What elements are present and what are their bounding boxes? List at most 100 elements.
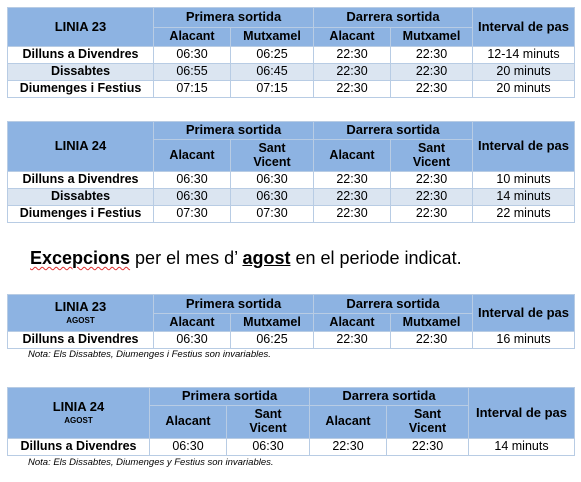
table-row: Diumenges i Festius 07:15 07:15 22:30 22… [7, 80, 575, 98]
stop-header-alacant: Alacant [313, 313, 391, 332]
schedule-table-linia-24-agost: LINIA 24 AGOST Primera sortida Darrera s… [7, 387, 575, 456]
time-cell: 06:30 [153, 171, 231, 189]
time-cell: 06:45 [230, 63, 314, 81]
stop-header-mutxamel: Mutxamel [230, 313, 314, 332]
table-row: Dissabtes 06:55 06:45 22:30 22:30 20 min… [7, 63, 575, 81]
exceptions-word: Excepcions [30, 248, 131, 268]
interval-cell: 14 minuts [472, 188, 575, 206]
stop-header-sant-vicent: Sant Vicent [230, 139, 314, 172]
time-cell: 07:30 [230, 205, 314, 223]
time-cell: 22:30 [390, 188, 473, 206]
day-type-cell: Dilluns a Divendres [7, 438, 150, 456]
interval-cell: 12-14 minuts [472, 46, 575, 64]
time-cell: 06:25 [230, 46, 314, 64]
time-cell: 22:30 [390, 80, 473, 98]
time-cell: 06:30 [153, 331, 231, 349]
stop-header-sant-vicent: Sant Vicent [386, 405, 469, 439]
interval-cell: 20 minuts [472, 80, 575, 98]
time-cell: 06:30 [230, 171, 314, 189]
time-cell: 22:30 [313, 205, 391, 223]
exceptions-text-end: en el periode indicat. [290, 248, 462, 268]
line-name: LINIA 23 [54, 299, 107, 315]
time-cell: 06:55 [153, 63, 231, 81]
first-departure-header: Primera sortida [149, 387, 310, 406]
table-row: Dilluns a Divendres 06:30 06:25 22:30 22… [7, 46, 575, 64]
first-departure-header: Primera sortida [153, 294, 314, 314]
stop-header-sant-vicent: Sant Vicent [226, 405, 310, 439]
first-departure-header: Primera sortida [153, 7, 314, 28]
line-label: LINIA 24 [7, 121, 154, 172]
month-sublabel: AGOST [64, 415, 93, 425]
stop-header-alacant: Alacant [153, 139, 231, 172]
time-cell: 22:30 [390, 171, 473, 189]
time-cell: 22:30 [313, 80, 391, 98]
line-label: LINIA 24 AGOST [7, 387, 150, 439]
stop-header-alacant: Alacant [313, 139, 391, 172]
day-type-cell: Dilluns a Divendres [7, 171, 154, 189]
time-cell: 22:30 [313, 171, 391, 189]
time-cell: 07:15 [153, 80, 231, 98]
table-row: Diumenges i Festius 07:30 07:30 22:30 22… [7, 205, 575, 223]
month-word: agost [242, 248, 291, 268]
last-departure-header: Darrera sortida [309, 387, 469, 406]
time-cell: 06:30 [230, 188, 314, 206]
time-cell: 22:30 [313, 331, 391, 349]
interval-header: Interval de pas [472, 7, 575, 47]
time-cell: 06:25 [230, 331, 314, 349]
note-text: Nota: Els Dissabtes, Diumenges i Festius… [28, 349, 271, 360]
schedule-table-linia-23: LINIA 23 Primera sortida Darrera sortida… [7, 7, 575, 98]
line-name: LINIA 24 [52, 399, 105, 415]
last-departure-header: Darrera sortida [313, 294, 473, 314]
table-row: Dissabtes 06:30 06:30 22:30 22:30 14 min… [7, 188, 575, 206]
schedule-table-linia-24: LINIA 24 Primera sortida Darrera sortida… [7, 121, 575, 223]
day-type-cell: Dilluns a Divendres [7, 331, 154, 349]
schedule-table-linia-23-agost: LINIA 23 AGOST Primera sortida Darrera s… [7, 294, 575, 349]
day-type-cell: Diumenges i Festius [7, 205, 154, 223]
time-cell: 22:30 [313, 46, 391, 64]
time-cell: 22:30 [313, 63, 391, 81]
exceptions-heading: Excepcions per el mes d’ agost en el per… [30, 248, 462, 269]
stop-header-mutxamel: Mutxamel [390, 27, 473, 47]
last-departure-header: Darrera sortida [313, 121, 473, 140]
line-label: LINIA 23 AGOST [7, 294, 154, 332]
line-label: LINIA 23 [7, 7, 154, 47]
day-type-cell: Dissabtes [7, 188, 154, 206]
note-text: Nota: Els Dissabtes, Diumenges y Festius… [28, 457, 274, 468]
interval-cell: 22 minuts [472, 205, 575, 223]
time-cell: 22:30 [390, 205, 473, 223]
last-departure-header: Darrera sortida [313, 7, 473, 28]
interval-header: Interval de pas [472, 294, 575, 332]
table-row: Dilluns a Divendres 06:30 06:30 22:30 22… [7, 438, 575, 456]
time-cell: 22:30 [313, 188, 391, 206]
stop-header-mutxamel: Mutxamel [390, 313, 473, 332]
stop-header-alacant: Alacant [153, 27, 231, 47]
interval-cell: 16 minuts [472, 331, 575, 349]
time-cell: 22:30 [309, 438, 387, 456]
time-cell: 06:30 [153, 46, 231, 64]
day-type-cell: Dilluns a Divendres [7, 46, 154, 64]
exceptions-text: per el mes d’ [130, 248, 243, 268]
interval-header: Interval de pas [468, 387, 575, 439]
stop-header-alacant: Alacant [313, 27, 391, 47]
stop-header-alacant: Alacant [309, 405, 387, 439]
time-cell: 06:30 [153, 188, 231, 206]
stop-header-mutxamel: Mutxamel [230, 27, 314, 47]
interval-cell: 14 minuts [468, 438, 575, 456]
time-cell: 06:30 [149, 438, 227, 456]
table-row: Dilluns a Divendres 06:30 06:30 22:30 22… [7, 171, 575, 189]
first-departure-header: Primera sortida [153, 121, 314, 140]
time-cell: 22:30 [386, 438, 469, 456]
time-cell: 07:15 [230, 80, 314, 98]
stop-header-alacant: Alacant [153, 313, 231, 332]
stop-header-alacant: Alacant [149, 405, 227, 439]
time-cell: 06:30 [226, 438, 310, 456]
time-cell: 07:30 [153, 205, 231, 223]
interval-header: Interval de pas [472, 121, 575, 172]
day-type-cell: Diumenges i Festius [7, 80, 154, 98]
stop-header-sant-vicent: Sant Vicent [390, 139, 473, 172]
table-row: Dilluns a Divendres 06:30 06:25 22:30 22… [7, 331, 575, 349]
time-cell: 22:30 [390, 331, 473, 349]
interval-cell: 20 minuts [472, 63, 575, 81]
day-type-cell: Dissabtes [7, 63, 154, 81]
month-sublabel: AGOST [66, 315, 95, 325]
